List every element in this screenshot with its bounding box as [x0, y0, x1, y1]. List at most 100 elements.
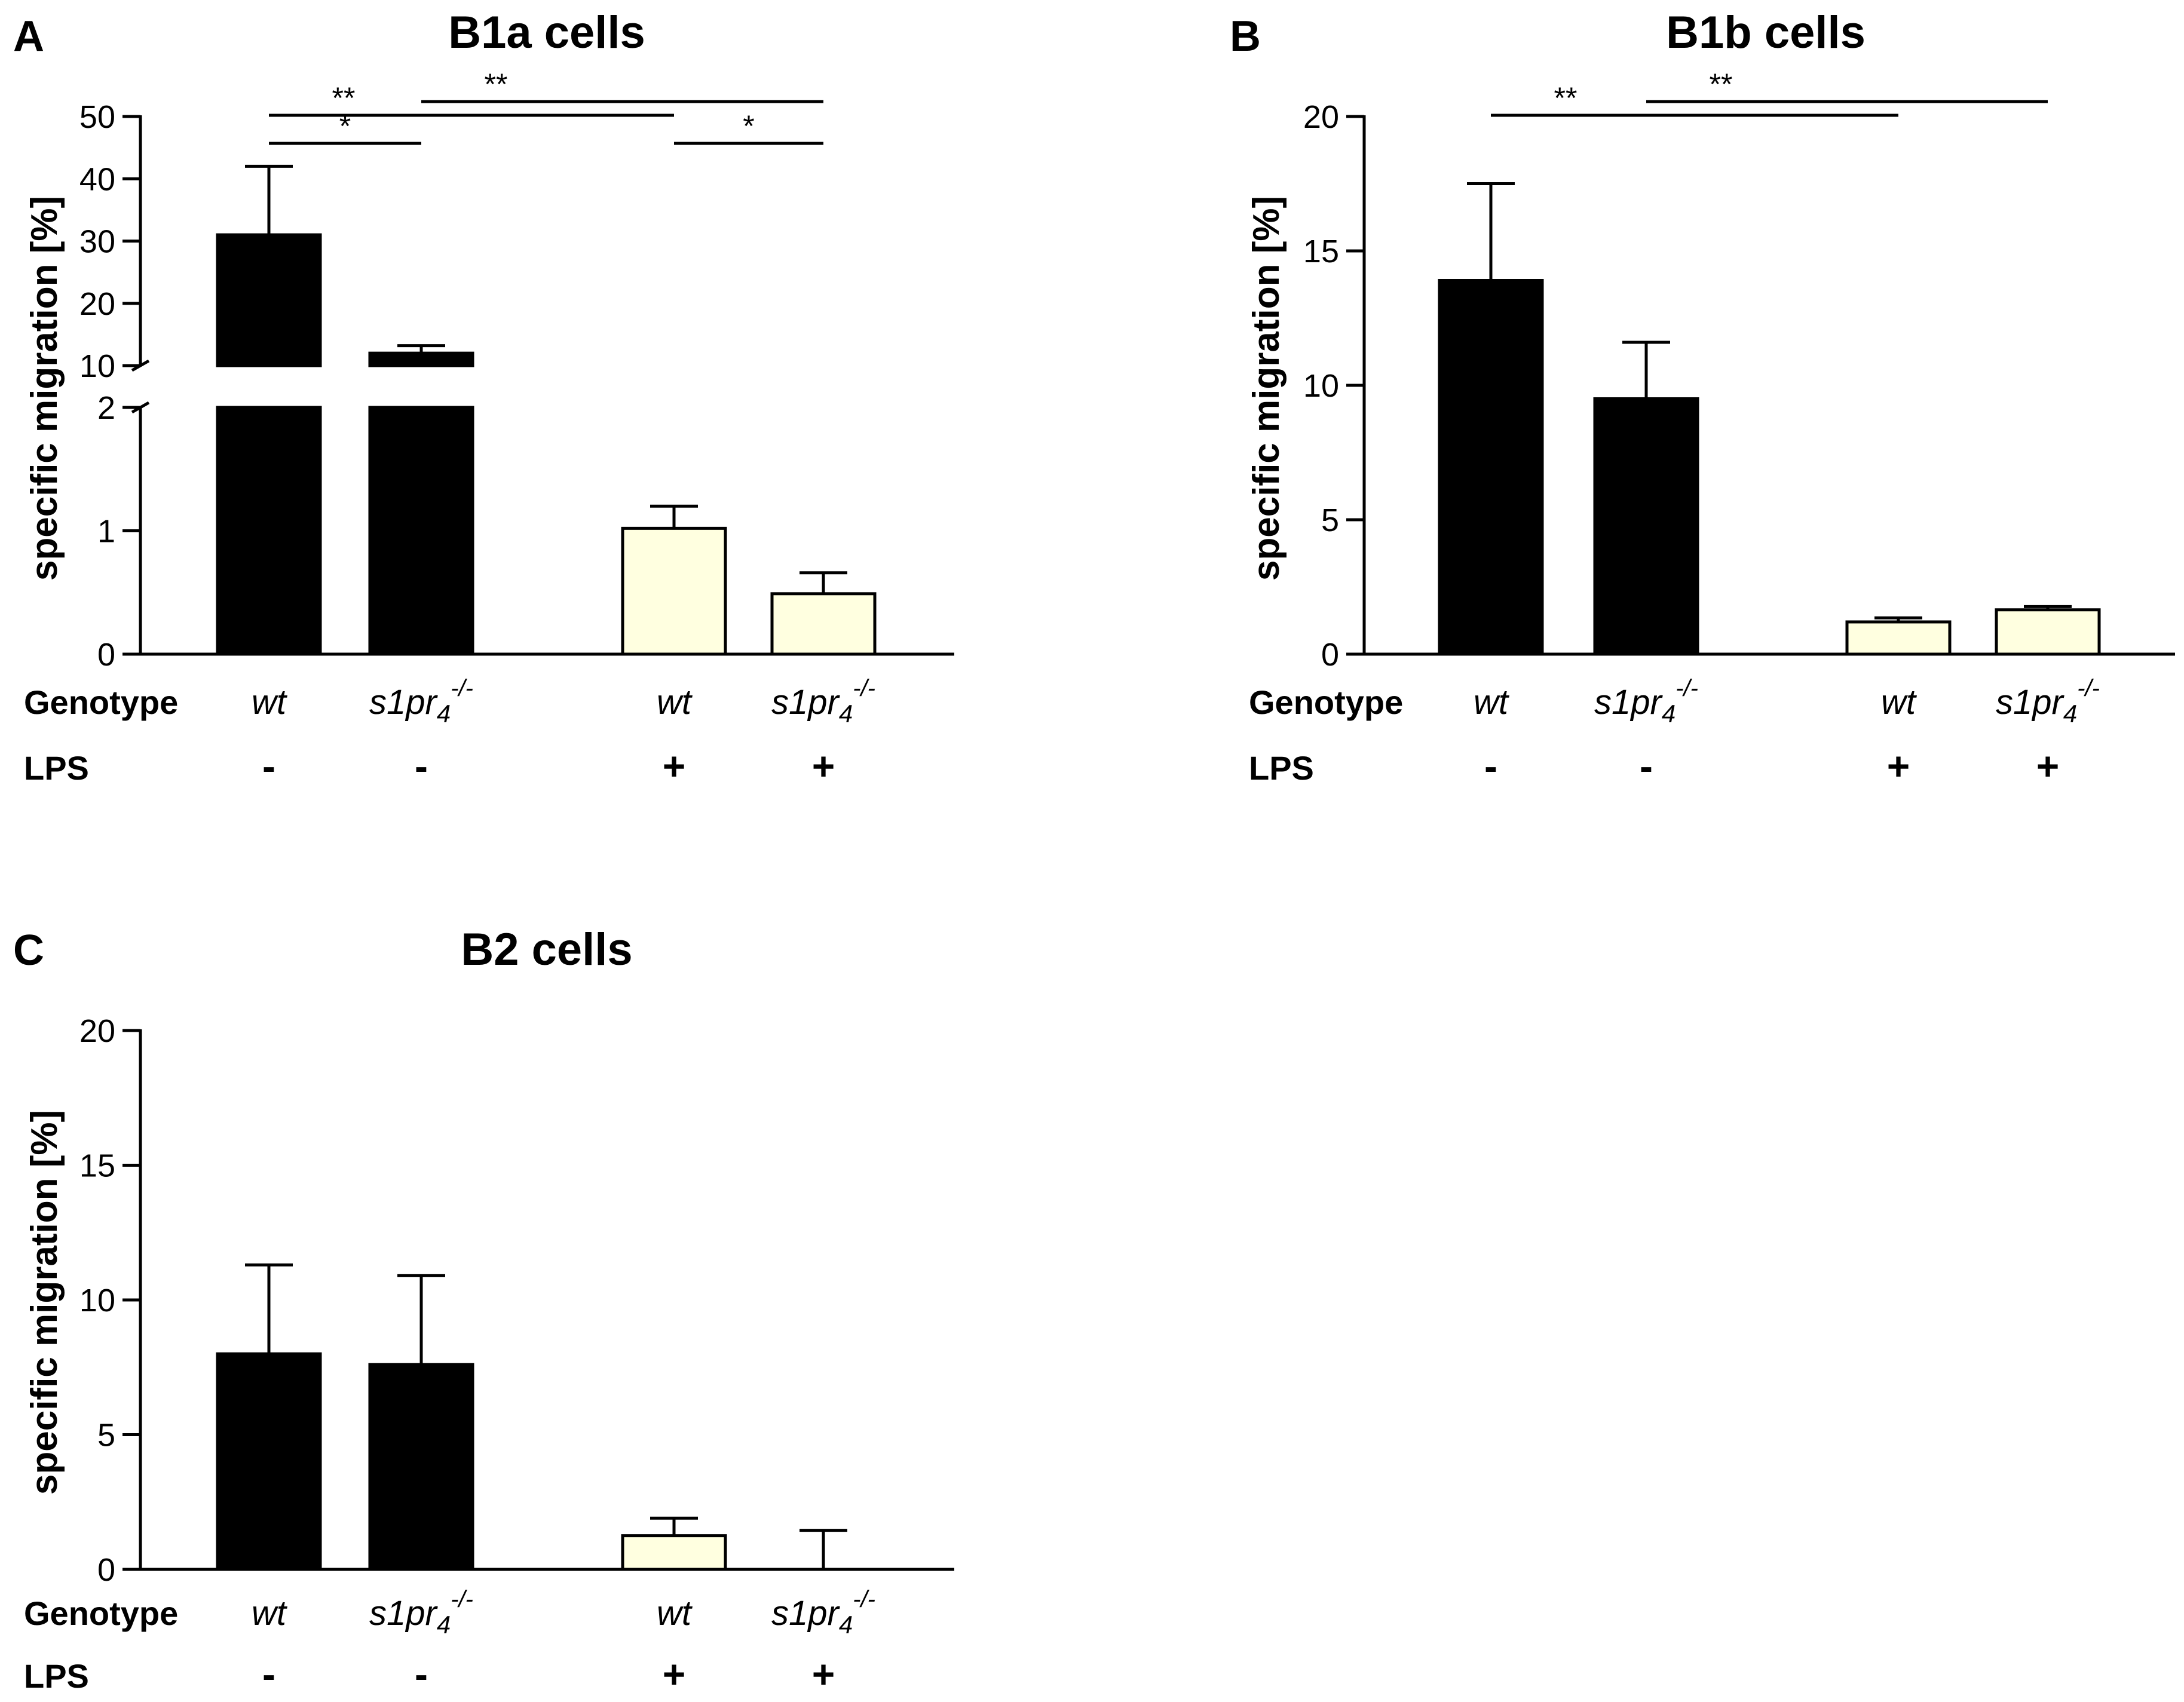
y-axis-label: specific migration [%]: [24, 196, 65, 581]
y-axis-label: specific migration [%]: [24, 1110, 65, 1495]
lps-label: +: [663, 1652, 686, 1696]
y-tick-label: 20: [79, 286, 115, 322]
genotype-subscript: 4: [437, 700, 451, 728]
y-tick-label: 10: [1303, 368, 1339, 404]
significance-label: **: [1710, 68, 1733, 101]
bar: [1845, 620, 1952, 656]
lps-label: -: [1484, 744, 1497, 788]
genotype-text: wt: [657, 1594, 693, 1633]
y-tick-label: 10: [79, 1283, 115, 1318]
genotype-text: s1pr: [771, 1594, 841, 1633]
lps-label: +: [812, 744, 835, 788]
chart-panel-b: B B1b cells specific migration [%] 0 5 10 15 20…: [1230, 7, 2175, 788]
genotype-text: wt: [657, 683, 693, 722]
chart-title: B1b cells: [1666, 7, 1866, 58]
lps-label: -: [262, 744, 275, 788]
chart-title: B2 cells: [461, 924, 632, 975]
row-label-lps: LPS: [1249, 749, 1314, 787]
genotype-subscript: 4: [2063, 700, 2077, 728]
genotype-text: wt: [252, 683, 288, 722]
y-tick-label: 0: [1321, 637, 1339, 673]
lps-label: +: [2036, 744, 2060, 788]
genotype-subscript: 4: [839, 1611, 853, 1639]
y-tick-label: 5: [97, 1418, 115, 1453]
lps-label: +: [812, 1652, 835, 1696]
bar: [368, 351, 474, 367]
row-label-genotype: Genotype: [1249, 683, 1403, 721]
bar: [1995, 608, 2101, 656]
genotype-label: s1pr4-/-: [771, 1586, 875, 1639]
bar: [1438, 279, 1544, 656]
row-label-genotype: Genotype: [24, 1594, 178, 1632]
row-label-genotype: Genotype: [24, 683, 178, 721]
y-tick-label: 2: [97, 390, 115, 426]
genotype-subscript: 4: [839, 700, 853, 728]
y-tick-label: 1: [97, 514, 115, 550]
genotype-label: s1pr4-/-: [1594, 675, 1698, 728]
genotype-label: wt: [252, 683, 288, 722]
bar: [216, 406, 322, 656]
bar: [1593, 397, 1699, 656]
row-label-lps: LPS: [24, 749, 89, 787]
genotype-superscript: -/-: [853, 1586, 875, 1612]
bar: [770, 592, 877, 656]
genotype-text: wt: [1474, 683, 1510, 722]
genotype-text: s1pr: [1594, 683, 1664, 722]
lps-label: -: [1640, 744, 1653, 788]
genotype-label: wt: [1474, 683, 1510, 722]
y-tick-label: 15: [79, 1148, 115, 1184]
y-tick-label: 0: [97, 1552, 115, 1588]
genotype-label: s1pr4-/-: [1996, 675, 2100, 728]
genotype-label: wt: [657, 1594, 693, 1633]
panel-letter: C: [13, 927, 44, 974]
lps-label: -: [262, 1652, 275, 1696]
significance-label: *: [743, 109, 754, 143]
y-tick-label: 50: [79, 99, 115, 135]
genotype-label: wt: [657, 683, 693, 722]
genotype-text: wt: [1881, 683, 1917, 722]
genotype-superscript: -/-: [1675, 675, 1698, 701]
genotype-text: s1pr: [369, 1594, 439, 1633]
panel-letter: A: [13, 13, 44, 60]
chart-title: B1a cells: [448, 7, 645, 58]
bar: [621, 526, 727, 656]
significance-label: **: [332, 81, 356, 115]
lps-label: -: [415, 744, 428, 788]
significance-label: *: [339, 109, 351, 143]
genotype-label: s1pr4-/-: [369, 675, 473, 728]
bar: [621, 1534, 727, 1571]
genotype-label: s1pr4-/-: [771, 675, 875, 728]
genotype-subscript: 4: [1662, 700, 1675, 728]
chart-panel-a: A B1a cells specific migration [%] 0 1 2 10 20 3…: [13, 7, 954, 788]
chart-panel-c: C B2 cells specific migration [%] 0 5 10 15 20 w…: [13, 924, 954, 1696]
bar: [216, 233, 322, 367]
y-tick-label: 5: [1321, 502, 1339, 538]
significance-label: **: [1554, 81, 1577, 115]
y-axis-label: specific migration [%]: [1246, 196, 1287, 581]
lps-label: +: [1887, 744, 1910, 788]
genotype-text: wt: [252, 1594, 288, 1633]
genotype-label: wt: [252, 1594, 288, 1633]
significance-label: **: [485, 68, 508, 101]
genotype-subscript: 4: [437, 1611, 451, 1639]
panel-letter: B: [1230, 13, 1261, 60]
bar: [216, 1352, 322, 1571]
y-tick-label: 10: [79, 348, 115, 384]
genotype-superscript: -/-: [451, 1586, 473, 1612]
bar: [368, 406, 474, 656]
y-tick-label: 20: [79, 1013, 115, 1049]
y-tick-label: 15: [1303, 234, 1339, 269]
genotype-superscript: -/-: [451, 675, 473, 701]
lps-label: -: [415, 1652, 428, 1696]
genotype-superscript: -/-: [2077, 675, 2100, 701]
row-label-lps: LPS: [24, 1657, 89, 1695]
y-tick-label: 20: [1303, 99, 1339, 135]
y-tick-label: 40: [79, 161, 115, 197]
genotype-text: s1pr: [369, 683, 439, 722]
bar: [368, 1363, 474, 1571]
y-tick-label: 30: [79, 224, 115, 260]
genotype-text: s1pr: [1996, 683, 2065, 722]
genotype-label: s1pr4-/-: [369, 1586, 473, 1639]
lps-label: +: [663, 744, 686, 788]
